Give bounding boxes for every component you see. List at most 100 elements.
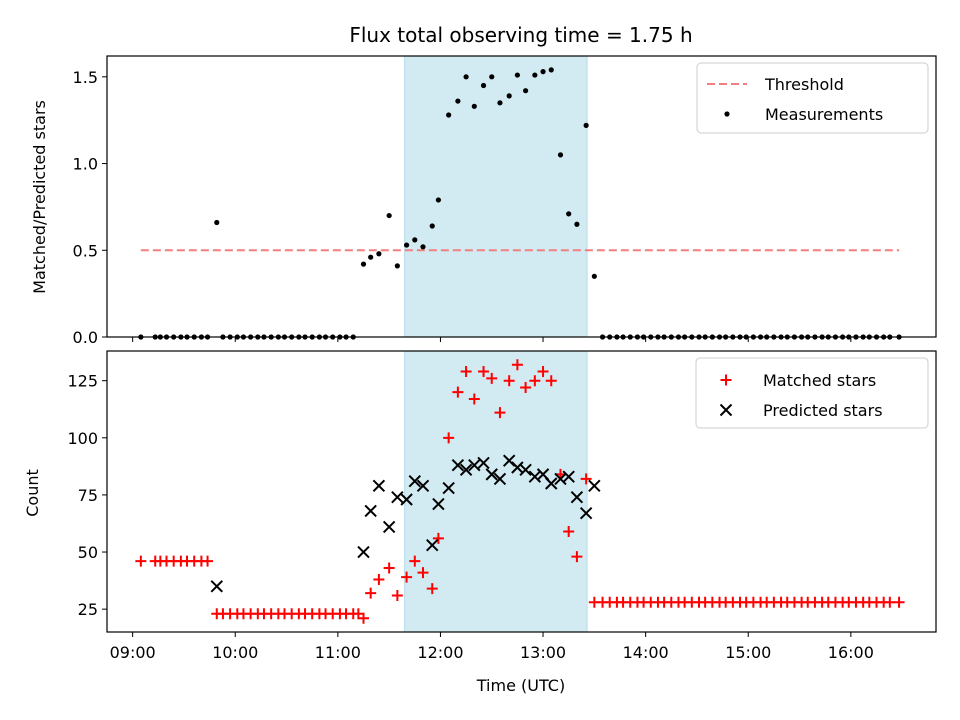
matched-star-point [426, 583, 438, 595]
y-tick-label: 125 [67, 372, 98, 391]
matched-star-point [537, 366, 549, 378]
chart-title: Flux total observing time = 1.75 h [349, 23, 692, 47]
matched-star-point [520, 382, 532, 394]
measurement-point [214, 219, 220, 226]
legend-measurement-label: Measurements [765, 105, 883, 124]
measurement-point [471, 103, 477, 109]
legend-measurement-swatch [724, 111, 730, 117]
measurement-point [455, 98, 461, 104]
x-tick-label: 10:00 [212, 643, 258, 662]
matched-star-point [486, 372, 498, 384]
matched-star-point [202, 555, 214, 567]
measurement-point [574, 221, 580, 227]
predicted-star-point [545, 477, 558, 490]
measurement-point [446, 112, 452, 118]
predicted-star-point [468, 459, 481, 472]
predicted-star-point [459, 463, 473, 477]
ratio-panel: 0.0 0.5 1.0 1.5 Threshold Measurements [73, 55, 937, 347]
measurement-point [557, 152, 564, 158]
measurement-point [386, 212, 392, 219]
predicted-star-point [451, 459, 465, 472]
predicted-star-point [364, 504, 377, 518]
measurement-point [514, 72, 520, 78]
predicted-star-point [477, 456, 490, 470]
x-tick-label: 09:00 [110, 643, 156, 662]
measurement-point [429, 223, 435, 229]
matched-star-point [511, 359, 523, 371]
measurement-point [506, 93, 512, 99]
matched-star-point [478, 366, 490, 378]
measurement-point [532, 72, 538, 78]
legend: Matched stars Predicted stars [695, 357, 929, 429]
matched-star-point [373, 573, 385, 585]
y-tick-label: 50 [78, 543, 98, 562]
x-tick-label: 14:00 [623, 643, 669, 662]
predicted-star-point [579, 506, 593, 520]
predicted-star-point [562, 470, 575, 483]
matched-star-point [383, 562, 395, 574]
matched-star-point [135, 555, 147, 567]
matched-star-point [452, 386, 464, 398]
legend: Threshold Measurements [696, 62, 929, 134]
measurement-point [376, 251, 382, 257]
predicted-star-point [382, 520, 396, 534]
measurement-point [480, 82, 487, 89]
matched-star-point [417, 567, 429, 579]
measurement-point [523, 88, 529, 94]
matched-star-point [460, 366, 472, 378]
predicted-star-point [432, 497, 445, 511]
measurement-point [540, 69, 546, 75]
matched-star-point [468, 393, 480, 405]
matched-star-point [545, 375, 557, 387]
measurement-point [435, 197, 441, 203]
matched-star-point [432, 532, 444, 544]
legend-matched-label: Matched stars [763, 371, 876, 390]
legend-predicted-swatch [719, 403, 733, 417]
legend-matched-swatch [720, 374, 732, 386]
x-tick-label: 13:00 [520, 643, 566, 662]
matched-star-point [529, 375, 541, 387]
highlight-span [404, 350, 588, 633]
matched-star-point [409, 555, 421, 567]
matched-star-point [365, 587, 377, 599]
predicted-star-point [588, 479, 601, 492]
matched-star-point [391, 589, 403, 601]
count-panel: 09:00 10:00 11:00 12:00 13:00 14:00 15:00 16:00… [67, 350, 937, 662]
matched-star-point [443, 432, 455, 444]
measurement-point [583, 122, 589, 128]
y-tick-label: 1.0 [73, 155, 98, 174]
measurement-point [489, 74, 495, 80]
matched-star-point [571, 551, 583, 563]
x-tick-label: 16:00 [828, 643, 874, 662]
measurement-point [403, 242, 410, 248]
predicted-star-point [408, 475, 422, 488]
x-tick-label: 12:00 [417, 643, 463, 662]
measurement-point [591, 273, 597, 279]
matched-star-point [494, 407, 506, 419]
matched-star-point [563, 525, 575, 537]
predicted-star-point [442, 481, 455, 495]
matched-star-point [401, 571, 413, 583]
predicted-star-point [400, 493, 413, 506]
measurement-point [394, 263, 400, 269]
matched-star-point [357, 612, 369, 624]
measurement-point [497, 100, 503, 106]
measurement-point [412, 237, 418, 243]
y-tick-label: 1.5 [73, 68, 98, 87]
predicted-star-point [426, 538, 439, 552]
measurement-point [420, 244, 426, 250]
predicted-star-point [519, 463, 532, 477]
predicted-star-point [485, 468, 498, 481]
legend-predicted-label: Predicted stars [763, 401, 883, 420]
matched-star-point [884, 596, 896, 608]
predicted-star-point [493, 472, 507, 486]
predicted-star-point [391, 491, 404, 504]
x-axis-label: Time (UTC) [476, 676, 565, 695]
y-tick-label: 0.0 [73, 328, 98, 347]
matched-star-point [503, 375, 515, 387]
predicted-star-point [570, 491, 584, 504]
count-y-axis-label: Count [23, 469, 42, 517]
predicted-star-point [416, 479, 430, 492]
x-tick-label: 15:00 [725, 643, 771, 662]
